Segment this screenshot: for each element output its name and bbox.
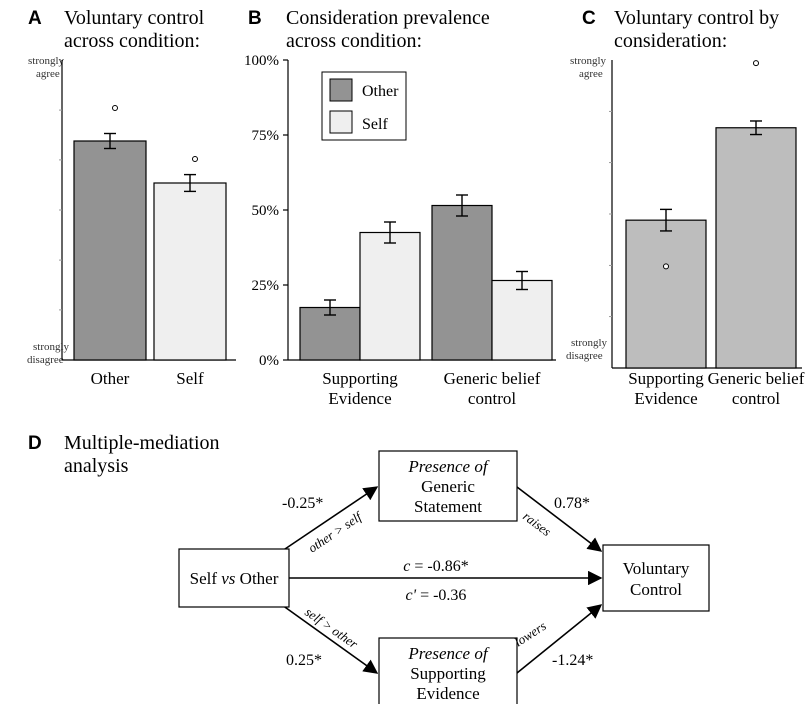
panel-c-y-top-label-1: strongly (570, 55, 607, 67)
node-generic-statement-line-1: Presence of (407, 457, 489, 476)
panel-a: A Voluntary control across condition: st… (27, 7, 236, 388)
panel-a-bar-1 (153, 182, 227, 361)
panel-b-letter: B (248, 8, 262, 29)
panel-b-bar-1-0 (359, 231, 421, 361)
panel-c-point-0 (663, 263, 669, 270)
panel-b-category-1-line-1: Generic belief (444, 369, 541, 388)
panel-a-category-1-line-1: Self (176, 369, 204, 388)
panel-d-title-line-2: analysis (64, 455, 129, 477)
panel-b-category-0-line-2: Evidence (328, 389, 391, 408)
node-generic-statement-line-2: Generic (421, 477, 475, 496)
node-generic-statement-line-3: Statement (414, 497, 482, 516)
panel-b-y-tick-label-3: 75% (252, 128, 280, 144)
legend-swatch-self (329, 110, 353, 134)
panel-d-letter: D (28, 433, 42, 454)
node-supporting-evidence-line-3: Evidence (416, 684, 479, 703)
panel-c: C Voluntary control by consideration: st… (566, 7, 805, 408)
panel-a-title-line-1: Voluntary control (64, 7, 205, 29)
path-b1-arrow (516, 486, 603, 552)
panel-c-y-top-label-2: agree (579, 68, 603, 80)
panel-b-category-0-line-1: Supporting (322, 369, 398, 388)
node-supporting-evidence-line-1: Presence of (407, 644, 489, 663)
path-b2-arrow (516, 604, 603, 674)
legend-label-self: Self (362, 116, 388, 133)
coef-b2: -1.24* (552, 652, 593, 669)
coef-b1: 0.78* (554, 495, 590, 512)
node-voluntary-control (602, 544, 710, 612)
panel-a-y-top-label-1: strongly (28, 55, 65, 67)
panel-c-y-bottom-label-1: strongly (571, 337, 608, 349)
node-generic-statement (378, 450, 518, 522)
panel-c-point-1 (753, 60, 759, 67)
panel-a-plot: Other Self (59, 60, 236, 388)
panel-b-legend: Other Self (321, 71, 407, 141)
panel-c-category-0-line-2: Evidence (634, 389, 697, 408)
panel-c-category-0-line-1: Supporting (628, 369, 704, 388)
panel-a-bar-0 (73, 140, 147, 361)
panel-c-category-1-line-2: control (732, 389, 780, 408)
panel-d-title-line-1: Multiple-mediation (64, 432, 220, 454)
panel-c-bar-1 (715, 127, 797, 369)
panel-b-y-tick-label-0: 0% (259, 353, 279, 369)
panel-c-y-bottom-label-2: disagree (566, 350, 603, 362)
panel-c-bar-0 (625, 219, 707, 369)
panel-c-category-1-line-1: Generic belief (708, 369, 805, 388)
panel-a-y-top-label-2: agree (36, 68, 60, 80)
panel-b-category-1-line-2: control (468, 389, 516, 408)
panel-b-title-line-1: Consideration prevalence (286, 7, 490, 29)
panel-a-y-bottom-label-2: disagree (27, 354, 64, 366)
panel-b-bar-0-1 (431, 204, 493, 361)
coef-a1: -0.25* (282, 495, 323, 512)
panel-d: D Multiple-mediation analysis Self vs Ot… (28, 432, 710, 704)
panel-b-title-line-2: across condition: (286, 30, 422, 52)
panel-a-point-1 (192, 156, 198, 162)
panel-b-y-tick-label-4: 100% (244, 53, 279, 69)
node-voluntary-control-line-2: Control (630, 580, 682, 599)
node-supporting-evidence-line-2: Supporting (410, 664, 486, 683)
panel-b-y-tick-label-1: 25% (252, 278, 280, 294)
panel-b-y-tick-label-2: 50% (252, 203, 280, 219)
path-a2-arrow (281, 604, 379, 674)
path-label-a2: self > other (302, 604, 361, 652)
panel-c-title-line-2: consideration: (614, 30, 727, 52)
legend-label-other: Other (362, 83, 399, 100)
path-a1-arrow (281, 486, 379, 552)
panel-c-title-line-1: Voluntary control by (614, 7, 779, 29)
panel-a-category-0-line-1: Other (91, 369, 130, 388)
legend-swatch-other (329, 78, 353, 102)
node-self-vs-other-label: Self vs Other (190, 569, 279, 588)
panel-a-y-bottom-label-1: strongly (33, 341, 70, 353)
panel-b: B Consideration prevalence across condit… (244, 7, 556, 408)
path-label-b2: lowers (511, 618, 548, 649)
coef-c-total: c = -0.86* (403, 558, 468, 575)
panel-a-point-0 (112, 105, 118, 111)
node-supporting-evidence (378, 637, 518, 704)
coef-a2: 0.25* (286, 652, 322, 669)
path-label-b1: raises (520, 508, 554, 539)
node-self-vs-other (178, 548, 290, 608)
node-voluntary-control-line-1: Voluntary (623, 559, 690, 578)
coef-c-direct: c' = -0.36 (406, 587, 467, 604)
panel-a-title-line-2: across condition: (64, 30, 200, 52)
panel-b-bar-1-1 (491, 279, 553, 361)
panel-c-letter: C (582, 8, 596, 29)
panel-b-bar-0-0 (299, 306, 361, 361)
panel-a-letter: A (28, 8, 42, 29)
